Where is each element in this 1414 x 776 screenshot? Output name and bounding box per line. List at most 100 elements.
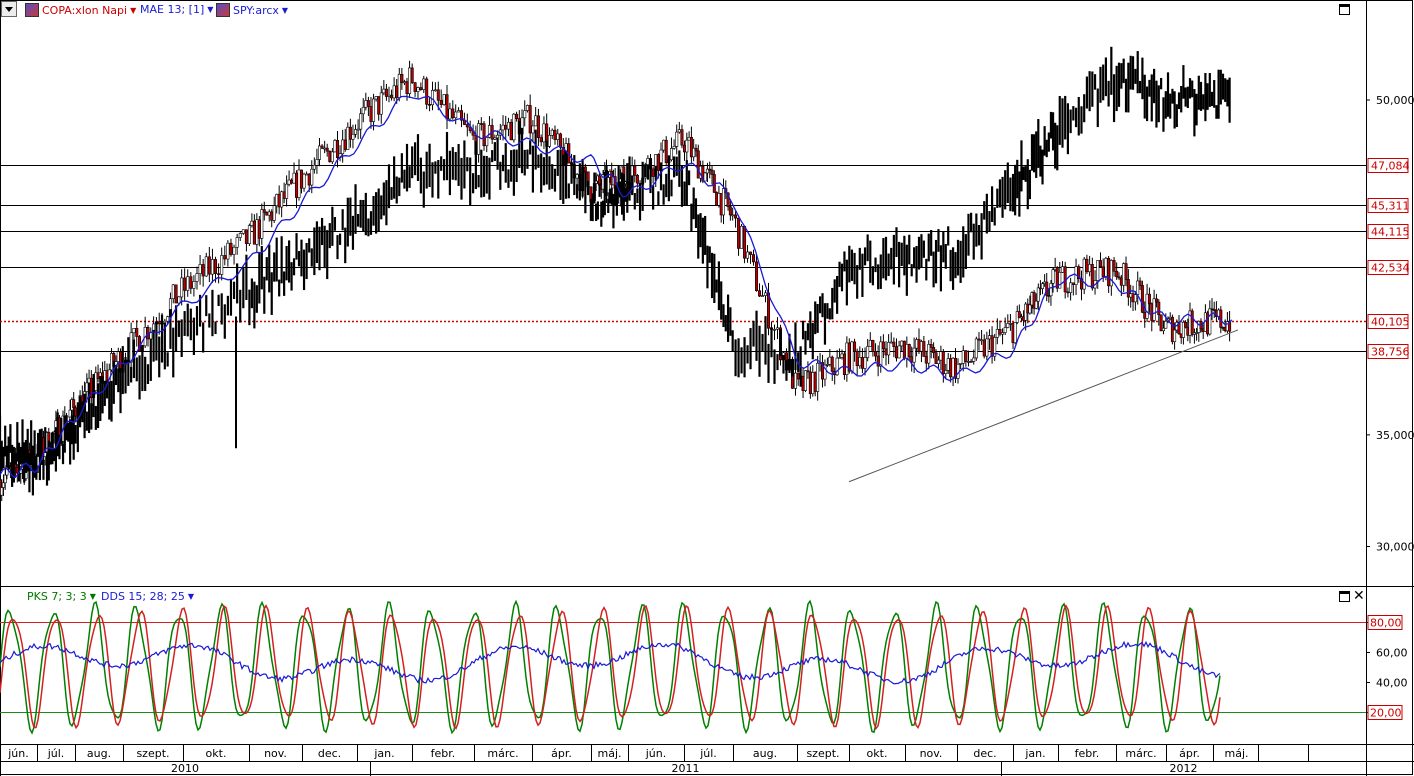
chevron-down-icon[interactable]: ▼ xyxy=(89,592,96,601)
copa-candle xyxy=(972,357,976,362)
copa-candle xyxy=(260,209,264,239)
legend-item-pks[interactable]: PKS 7; 3; 3 ▼ xyxy=(27,590,96,603)
copa-candle xyxy=(806,370,810,373)
copa-candle xyxy=(884,348,888,356)
copa-candle xyxy=(410,67,414,83)
copa-candle xyxy=(813,372,817,392)
copa-candle xyxy=(485,137,489,147)
copa-candle xyxy=(408,67,412,94)
month-label: jan. xyxy=(373,747,394,760)
copa-candle xyxy=(348,126,352,140)
copa-candle xyxy=(934,352,938,364)
legend-item-mae[interactable]: MAE 13; [1] ▼ xyxy=(140,3,213,16)
copa-candle xyxy=(853,341,857,352)
month-label: nov. xyxy=(264,747,287,760)
month-label: dec. xyxy=(318,747,341,760)
copa-candle xyxy=(664,139,668,163)
copa-candle xyxy=(1101,266,1105,277)
copa-candle xyxy=(995,329,999,338)
copa-candle xyxy=(229,242,233,255)
copa-candle xyxy=(892,341,896,347)
copa-candle xyxy=(217,273,221,275)
copa-candle xyxy=(1145,293,1149,319)
copa-candle xyxy=(374,96,378,100)
copa-candle xyxy=(430,90,434,106)
dds-line xyxy=(0,640,1221,685)
copa-candle xyxy=(292,172,296,184)
close-icon[interactable]: ✕ xyxy=(1353,588,1365,604)
copa-candle xyxy=(677,129,681,133)
copa-candle xyxy=(728,206,732,216)
maximize-pane-icon[interactable] xyxy=(1339,4,1350,15)
legend-mae-label: MAE 13; [1] xyxy=(140,3,205,16)
chevron-down-icon[interactable]: ▼ xyxy=(281,5,289,15)
copa-candle xyxy=(721,188,725,216)
copa-candle xyxy=(808,371,812,395)
copa-candle xyxy=(966,361,970,363)
copa-candle xyxy=(969,361,973,363)
copa-candle xyxy=(1034,300,1038,309)
copa-candle xyxy=(556,133,560,140)
copa-candle xyxy=(436,89,440,101)
copa-candle xyxy=(1126,279,1130,298)
copa-candle xyxy=(1138,280,1142,286)
copa-candle xyxy=(384,88,388,97)
copa-candle xyxy=(451,108,455,119)
copa-candle xyxy=(285,183,289,199)
level-label: 45,311 xyxy=(1371,200,1410,213)
copa-candle xyxy=(749,251,753,255)
copa-candle xyxy=(528,105,532,134)
copa-candle xyxy=(964,350,968,362)
copa-candle xyxy=(956,363,960,379)
copa-candle xyxy=(982,339,986,357)
copa-candle xyxy=(1028,304,1032,314)
copa-candle xyxy=(767,292,771,329)
copa-candle xyxy=(257,219,261,239)
copa-candle xyxy=(201,264,205,277)
copa-candle xyxy=(694,147,698,152)
legend-item-copa[interactable]: COPA:xlon Napi ▼ xyxy=(25,3,136,17)
copa-candle xyxy=(734,214,738,219)
copa-candle xyxy=(1157,301,1161,316)
copa-candle xyxy=(1152,298,1156,321)
copa-candle xyxy=(894,346,898,359)
copa-candle xyxy=(830,356,834,372)
copa-candle xyxy=(1147,293,1151,305)
copa-candle xyxy=(1006,323,1010,328)
chevron-down-icon[interactable]: ▼ xyxy=(207,5,214,14)
copa-candle xyxy=(758,290,762,297)
maximize-indicator-icon[interactable] xyxy=(1339,591,1350,602)
copa-candle xyxy=(910,356,914,363)
copa-candle xyxy=(132,328,136,334)
copa-candle xyxy=(1164,320,1168,329)
copa-candle xyxy=(299,169,303,189)
copa-candle xyxy=(811,372,815,395)
copa-candle xyxy=(241,229,245,234)
legend-item-spy[interactable]: SPY:arcx ▼ xyxy=(216,3,288,17)
chart-menu-dropdown-icon[interactable] xyxy=(1,1,17,17)
copa-candle xyxy=(838,357,842,359)
copa-candle xyxy=(1071,282,1075,285)
copa-candle xyxy=(752,254,756,263)
copa-candle xyxy=(244,229,248,244)
copa-candle xyxy=(487,125,491,138)
year-label: 2010 xyxy=(171,762,199,775)
copa-candle xyxy=(990,335,994,357)
copa-candle xyxy=(325,147,329,152)
copa-candle xyxy=(796,372,800,380)
copa-candle xyxy=(390,94,394,99)
chevron-down-icon[interactable]: ▼ xyxy=(130,5,137,15)
copa-candle xyxy=(287,179,291,185)
legend-item-dds[interactable]: DDS 15; 28; 25 ▼ xyxy=(101,590,194,603)
level-label: 38,756 xyxy=(1371,346,1410,359)
copa-candle xyxy=(252,220,256,245)
month-label: márc. xyxy=(1125,747,1156,760)
ind-tick-label: 60,00 xyxy=(1376,647,1408,660)
copa-candle xyxy=(915,339,919,349)
copa-candle xyxy=(801,375,805,391)
chevron-down-icon[interactable]: ▼ xyxy=(187,592,194,601)
price-tick-label: 50,000 xyxy=(1376,94,1414,107)
copa-candle xyxy=(402,81,406,84)
copa-candle xyxy=(3,474,7,484)
